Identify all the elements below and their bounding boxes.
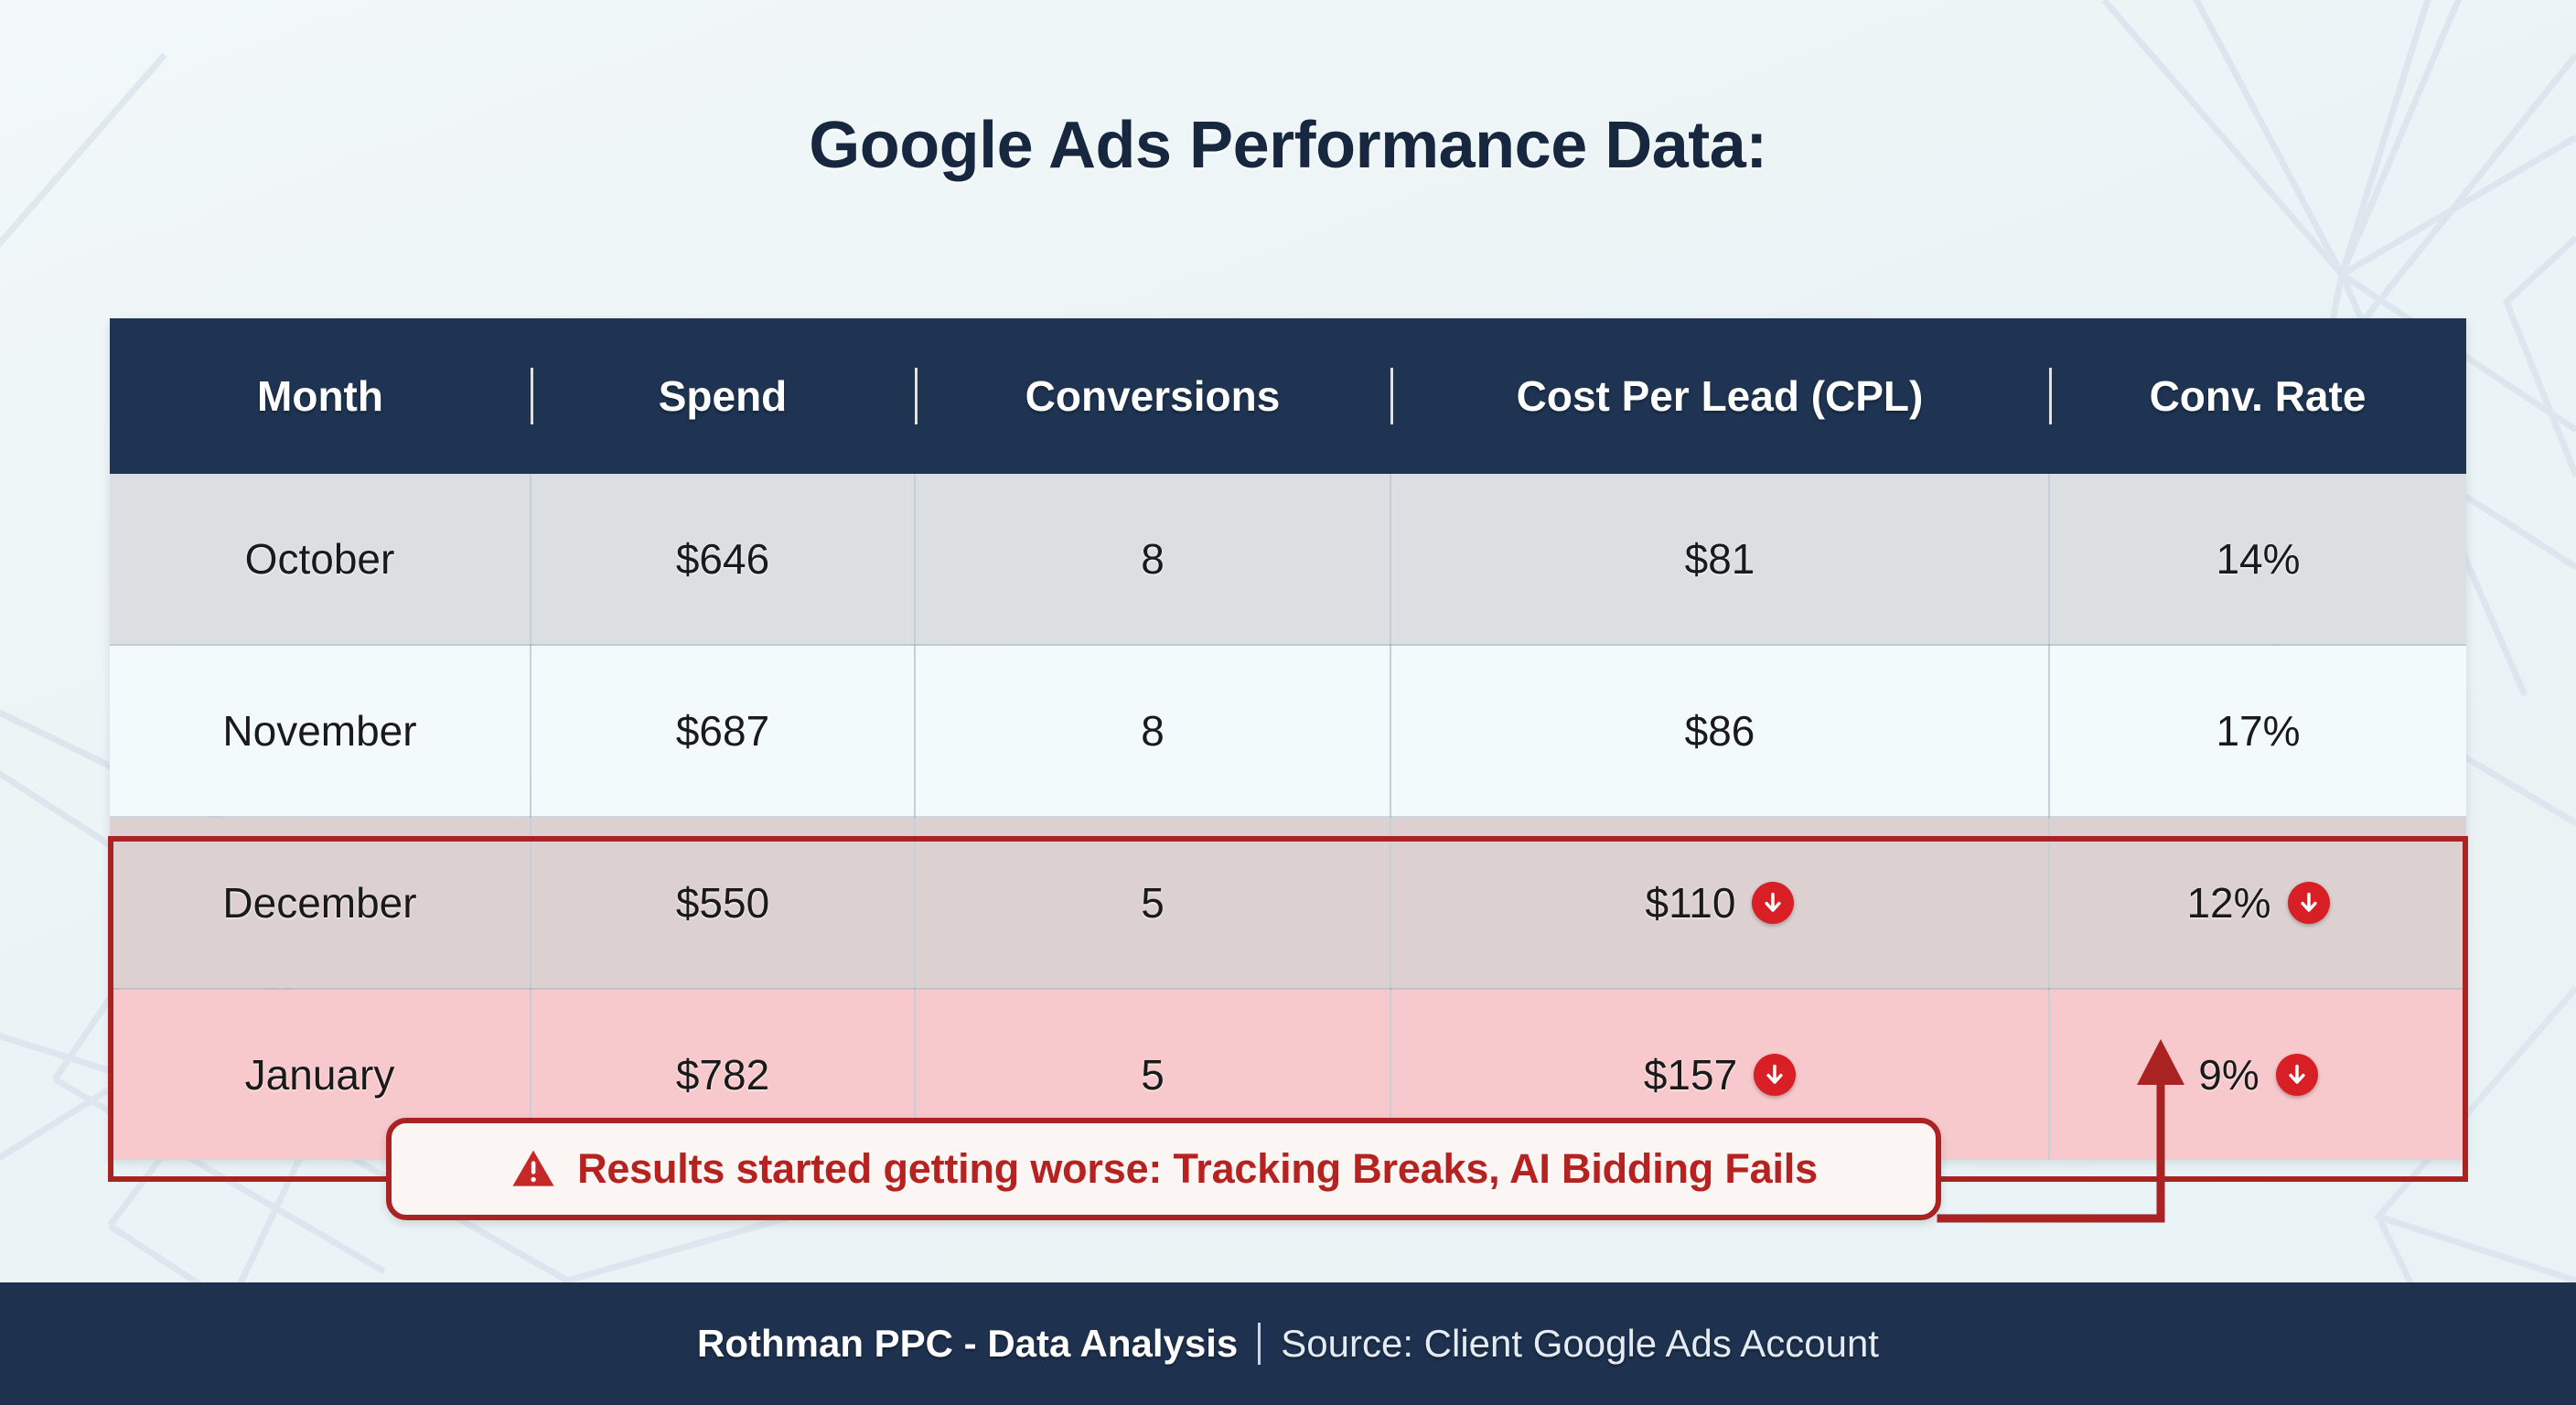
cell-conversions: 5 bbox=[915, 817, 1391, 990]
cell-cpl: $86 bbox=[1390, 645, 2050, 818]
footer-brand: Rothman PPC - Data Analysis bbox=[697, 1322, 1239, 1365]
cell-conv-rate: 12% bbox=[2049, 817, 2466, 990]
cell-spend: $646 bbox=[531, 474, 916, 646]
table-row: December $550 5 $110 bbox=[110, 817, 2466, 990]
cell-conversions: 8 bbox=[915, 645, 1391, 818]
footer-separator bbox=[1258, 1323, 1261, 1365]
column-header-conv-rate: Conv. Rate bbox=[2049, 318, 2466, 474]
cell-conv-rate: 14% bbox=[2049, 474, 2466, 646]
cell-conversions: 8 bbox=[915, 474, 1391, 646]
performance-table-container: Month Spend Conversions Cost Per Lead (C… bbox=[110, 318, 2466, 1160]
cell-cpl-value: $110 bbox=[1645, 879, 1736, 927]
cell-month: November bbox=[110, 645, 531, 818]
column-header-cpl: Cost Per Lead (CPL) bbox=[1390, 318, 2049, 474]
page-title: Google Ads Performance Data: bbox=[809, 109, 1767, 182]
table-header-row: Month Spend Conversions Cost Per Lead (C… bbox=[110, 318, 2466, 474]
table-row: October $646 8 $81 14% bbox=[110, 474, 2466, 646]
footer-bar: Rothman PPC - Data Analysis Source: Clie… bbox=[0, 1282, 2576, 1405]
cell-conv-rate: 9% bbox=[2049, 989, 2466, 1160]
cell-conv-rate: 17% bbox=[2049, 645, 2466, 818]
table-body: October $646 8 $81 14% November $687 8 $… bbox=[110, 474, 2466, 1160]
cell-month: October bbox=[110, 474, 531, 646]
cell-cpl: $110 bbox=[1390, 817, 2050, 990]
cell-month: December bbox=[110, 817, 531, 990]
performance-table: Month Spend Conversions Cost Per Lead (C… bbox=[110, 318, 2466, 1160]
down-arrow-icon bbox=[1754, 1054, 1797, 1096]
cell-conv-rate-value: 9% bbox=[2198, 1051, 2259, 1099]
column-header-month: Month bbox=[110, 318, 531, 474]
cell-spend: $687 bbox=[531, 645, 916, 818]
cell-cpl-value: $157 bbox=[1643, 1051, 1738, 1099]
cell-spend: $550 bbox=[531, 817, 916, 990]
cell-cpl: $81 bbox=[1390, 474, 2050, 646]
table-header: Month Spend Conversions Cost Per Lead (C… bbox=[110, 318, 2466, 474]
column-header-conversions: Conversions bbox=[915, 318, 1390, 474]
cell-conv-rate-value: 12% bbox=[2186, 879, 2271, 927]
warning-triangle-icon bbox=[512, 1150, 554, 1186]
down-arrow-icon bbox=[1752, 882, 1795, 924]
footer-source: Source: Client Google Ads Account bbox=[1281, 1322, 1879, 1365]
table-row: November $687 8 $86 17% bbox=[110, 645, 2466, 818]
warning-callout-text: Results started getting worse: Tracking … bbox=[577, 1145, 1818, 1192]
warning-callout: Results started getting worse: Tracking … bbox=[386, 1118, 1941, 1220]
column-header-spend: Spend bbox=[531, 318, 915, 474]
down-arrow-icon bbox=[2275, 1054, 2318, 1096]
down-arrow-icon bbox=[2287, 882, 2330, 924]
footer-content: Rothman PPC - Data Analysis Source: Clie… bbox=[697, 1322, 1879, 1366]
